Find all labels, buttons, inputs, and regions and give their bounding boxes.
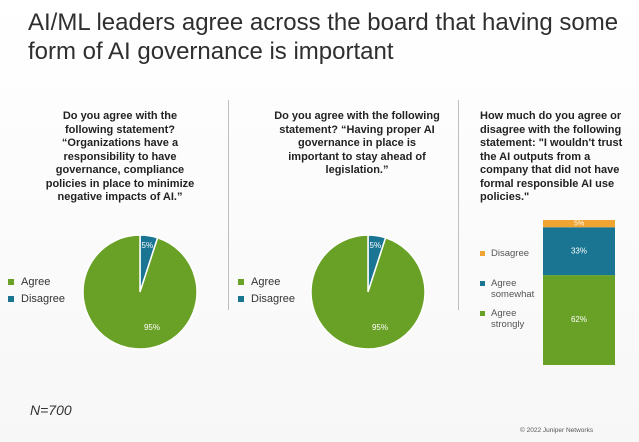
legend-item-disagree: Disagree bbox=[238, 290, 295, 307]
pie-slice-agree bbox=[310, 234, 426, 350]
pie-chart-2: 5% 95% bbox=[310, 234, 426, 350]
sample-size-note: N=700 bbox=[30, 402, 72, 418]
bar-value-label: 33% bbox=[571, 246, 587, 255]
legend-swatch bbox=[480, 311, 485, 316]
pie-value-label: 95% bbox=[144, 323, 160, 332]
legend-swatch bbox=[480, 281, 485, 286]
legend-swatch bbox=[238, 278, 244, 285]
pie-value-label: 5% bbox=[370, 241, 382, 250]
pie-value-label: 5% bbox=[142, 241, 154, 250]
legend-2: Agree Disagree bbox=[238, 273, 295, 307]
legend-item-agree: Agree bbox=[8, 273, 65, 290]
legend-swatch bbox=[238, 295, 244, 302]
divider bbox=[458, 100, 459, 310]
copyright: © 2022 Juniper Networks bbox=[520, 427, 594, 434]
bar-segment-agree-somewhat bbox=[543, 227, 615, 276]
bar-value-label: 62% bbox=[571, 315, 587, 324]
bar-value-label: 5% bbox=[574, 220, 584, 227]
question-3: How much do you agree or disagree with t… bbox=[480, 110, 623, 203]
legend-item-agree-somewhat: Agree somewhat bbox=[480, 278, 544, 300]
legend-item-disagree: Disagree bbox=[8, 290, 65, 307]
legend-swatch bbox=[480, 251, 485, 256]
question-2: Do you agree with the following statemen… bbox=[274, 110, 440, 176]
bar-segment-disagree bbox=[543, 220, 615, 228]
legend-1: Agree Disagree bbox=[8, 273, 65, 307]
legend-swatch bbox=[8, 295, 14, 302]
question-1: Do you agree with the following statemen… bbox=[45, 110, 195, 203]
legend-swatch bbox=[8, 278, 14, 285]
page-title: AI/ML leaders agree across the board tha… bbox=[28, 9, 619, 65]
legend-item-disagree: Disagree bbox=[480, 248, 550, 259]
bar-segment-agree-strongly bbox=[543, 275, 615, 365]
divider bbox=[228, 100, 229, 310]
pie-chart-1: 5% 95% bbox=[82, 234, 198, 350]
stacked-bar-chart: 62% 33% 5% bbox=[543, 220, 615, 365]
pie-slice-agree bbox=[82, 234, 198, 350]
legend-item-agree-strongly: Agree strongly bbox=[480, 308, 540, 330]
pie-value-label: 95% bbox=[372, 323, 388, 332]
legend-item-agree: Agree bbox=[238, 273, 295, 290]
bar-legend: Disagree Agree somewhat Agree strongly bbox=[480, 220, 550, 360]
